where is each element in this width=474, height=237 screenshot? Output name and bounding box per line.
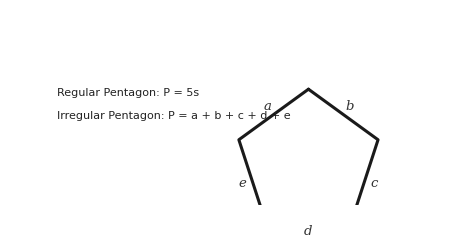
- Text: Regular Pentagon: P = 5s: Regular Pentagon: P = 5s: [57, 88, 200, 98]
- Text: d: d: [304, 225, 313, 237]
- Text: a: a: [264, 100, 272, 113]
- Text: Irregular Pentagon: P = a + b + c + d + e: Irregular Pentagon: P = a + b + c + d + …: [57, 111, 291, 121]
- Polygon shape: [239, 89, 378, 222]
- Text: c: c: [371, 177, 378, 190]
- Text: e: e: [238, 177, 246, 190]
- Text: b: b: [345, 100, 354, 113]
